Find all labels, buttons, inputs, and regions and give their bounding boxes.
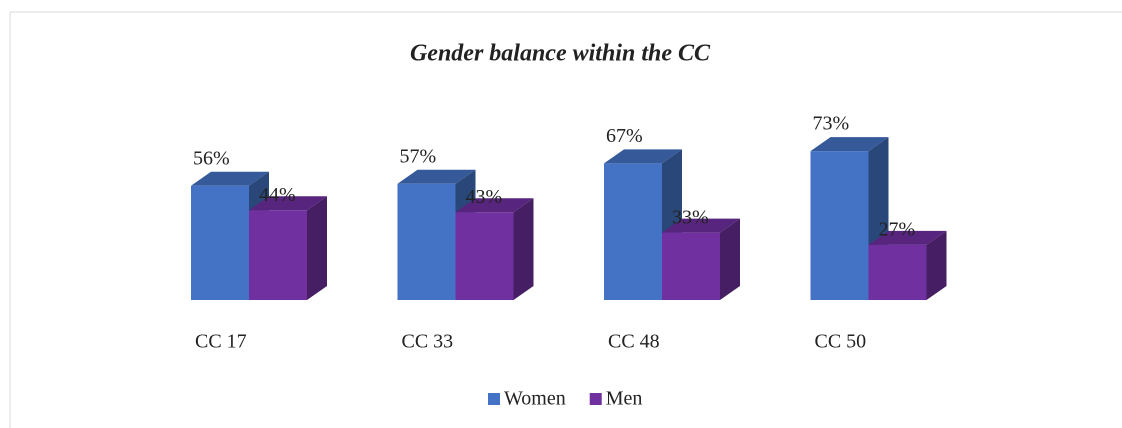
x-tick-label: CC 17 [195, 331, 247, 353]
bar [868, 230, 947, 300]
bar-front [868, 244, 927, 300]
bar-top [662, 218, 740, 233]
data-label: 44% [259, 184, 296, 206]
x-tick-label: CC 48 [608, 331, 660, 353]
bar [662, 218, 740, 300]
bar-top [191, 171, 269, 186]
bar [249, 196, 327, 300]
data-label: 56% [193, 147, 230, 169]
legend-swatch [589, 393, 602, 405]
bar-top [455, 198, 534, 213]
data-label: 67% [606, 125, 643, 147]
chart-title: Gender balance within the CC [410, 41, 711, 67]
bar-front [249, 210, 307, 300]
x-tick-label: CC 50 [815, 331, 867, 353]
legend-label: Women [504, 388, 566, 410]
bar-front [397, 183, 456, 300]
bar-front [810, 151, 869, 300]
bar-front [455, 212, 514, 300]
legend-label: Men [606, 388, 643, 410]
data-label: 43% [466, 186, 503, 208]
data-label: 57% [400, 145, 437, 167]
bar-front [604, 163, 662, 300]
x-tick-label: CC 33 [402, 331, 454, 353]
bar-top [397, 169, 476, 184]
bar-top [868, 230, 947, 245]
bar-side [307, 196, 327, 300]
bar-side [720, 218, 740, 300]
data-label: 73% [813, 113, 850, 135]
legend-swatch [488, 393, 500, 405]
bar-side [513, 198, 534, 300]
bar-top [604, 149, 682, 164]
bar-side [926, 230, 947, 300]
bar-front [662, 232, 720, 300]
bar-top [810, 137, 889, 152]
bar [455, 198, 534, 300]
data-label: 27% [879, 219, 916, 241]
data-label: 33% [672, 206, 709, 228]
bar-top [249, 196, 327, 211]
bar-front [191, 185, 249, 300]
